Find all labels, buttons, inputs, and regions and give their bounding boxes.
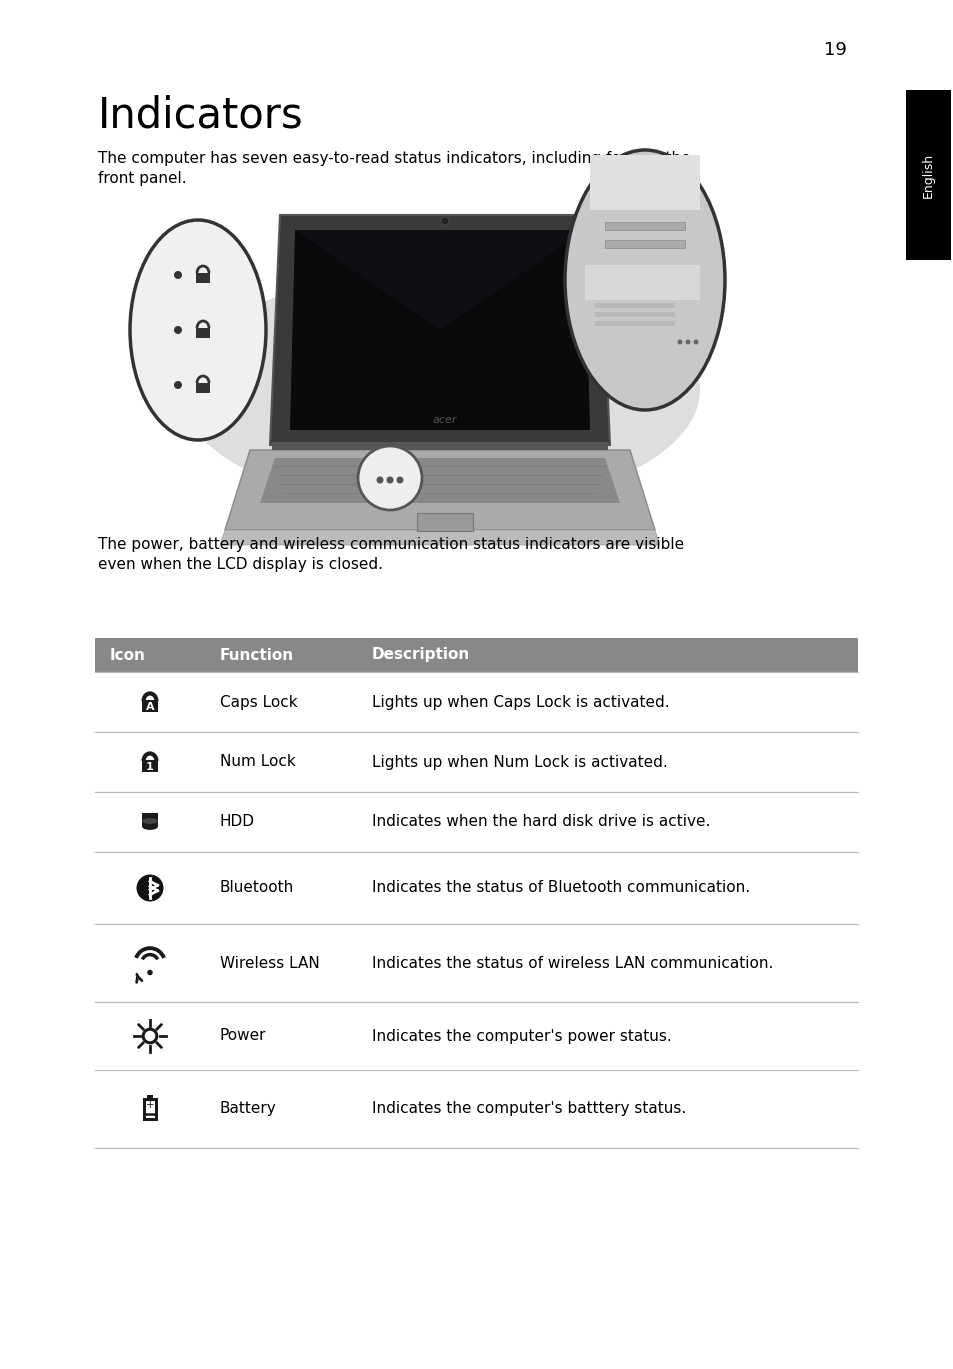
Circle shape [386,476,393,483]
Circle shape [173,271,182,279]
Text: Indicates the status of wireless LAN communication.: Indicates the status of wireless LAN com… [372,956,773,971]
Bar [195,329,210,338]
Circle shape [693,340,698,345]
Text: +: + [146,1101,154,1110]
Bar [142,760,158,772]
Text: Indicates the computer's batttery status.: Indicates the computer's batttery status… [372,1102,685,1117]
Circle shape [147,969,152,975]
Bar [142,813,157,827]
Circle shape [677,340,681,345]
Circle shape [396,476,403,483]
Circle shape [376,476,383,483]
Bar [416,513,473,531]
Text: Power: Power [220,1028,266,1043]
Bar [142,700,158,712]
Text: even when the LCD display is closed.: even when the LCD display is closed. [98,557,382,572]
Text: Indicates when the hard disk drive is active.: Indicates when the hard disk drive is ac… [372,815,710,830]
Ellipse shape [564,151,724,409]
Bar [195,272,210,283]
Circle shape [173,381,182,389]
Text: Icon: Icon [110,648,146,663]
Polygon shape [294,230,584,330]
Bar [589,155,700,209]
Bar [604,240,684,248]
Circle shape [685,340,690,345]
Text: Wireless LAN: Wireless LAN [220,956,319,971]
Ellipse shape [180,270,700,511]
Bar [905,90,950,260]
Polygon shape [270,215,609,445]
Circle shape [173,326,182,334]
Bar [95,638,857,672]
Text: The power, battery and wireless communication status indicators are visible: The power, battery and wireless communic… [98,538,683,553]
Text: Lights up when Num Lock is activated.: Lights up when Num Lock is activated. [372,754,667,769]
Text: Bluetooth: Bluetooth [220,880,294,895]
Bar [604,222,684,230]
Text: 19: 19 [822,41,845,59]
Polygon shape [290,230,589,430]
Text: Indicates the computer's power status.: Indicates the computer's power status. [372,1028,671,1043]
Bar [195,383,210,393]
Text: A: A [146,701,154,712]
Text: Battery: Battery [220,1102,276,1117]
Circle shape [136,875,163,902]
Circle shape [357,446,421,511]
Bar [595,312,675,318]
Text: acer: acer [433,415,456,424]
Text: Indicates the status of Bluetooth communication.: Indicates the status of Bluetooth commun… [372,880,749,895]
Ellipse shape [142,824,157,830]
Text: Indicators: Indicators [98,94,303,136]
Text: The computer has seven easy-to-read status indicators, including four on the: The computer has seven easy-to-read stat… [98,151,690,166]
Bar [143,1099,156,1120]
Text: HDD: HDD [220,815,254,830]
Text: Function: Function [220,648,294,663]
Text: Num Lock: Num Lock [220,754,295,769]
Ellipse shape [130,220,266,439]
Text: 1: 1 [146,761,153,772]
Bar [584,266,700,300]
Bar [595,320,675,326]
Text: Lights up when Caps Lock is activated.: Lights up when Caps Lock is activated. [372,694,669,709]
Bar [272,442,607,450]
Text: front panel.: front panel. [98,171,187,186]
Circle shape [440,218,449,225]
Bar [595,303,675,308]
Polygon shape [220,530,659,545]
Polygon shape [260,459,619,502]
Text: English: English [921,152,934,197]
Polygon shape [225,450,655,530]
Text: Description: Description [372,648,470,663]
Text: Caps Lock: Caps Lock [220,694,297,709]
Bar [147,1095,152,1099]
Ellipse shape [142,819,157,824]
